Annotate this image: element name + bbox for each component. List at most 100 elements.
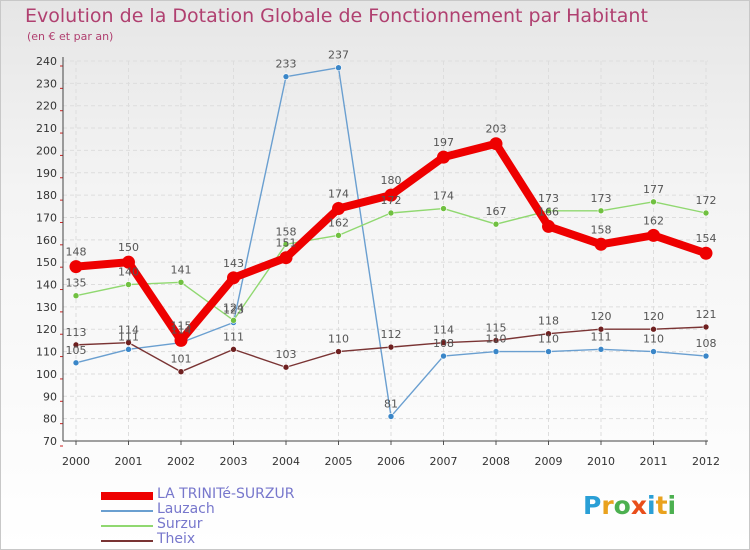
data-point <box>387 413 395 420</box>
data-point <box>650 325 657 333</box>
logo-letter: r <box>601 491 614 520</box>
y-tick-label: 170 <box>36 211 57 224</box>
data-label: 143 <box>223 257 244 270</box>
data-point <box>440 205 447 212</box>
data-label: 110 <box>643 333 664 346</box>
data-label: 158 <box>276 225 297 238</box>
data-label: 172 <box>381 194 402 207</box>
data-point <box>492 337 500 344</box>
data-point <box>227 271 240 285</box>
data-point <box>702 352 710 360</box>
data-label: 105 <box>66 344 87 357</box>
logo-letter: i <box>667 491 677 520</box>
data-label: 110 <box>486 333 507 346</box>
data-label: 115 <box>171 319 192 332</box>
data-label: 103 <box>276 348 297 361</box>
data-label: 111 <box>223 330 244 343</box>
data-point <box>69 260 83 274</box>
data-label: 167 <box>486 205 507 218</box>
data-point <box>650 348 657 355</box>
chart-title: Evolution de la Dotation Globale de Fonc… <box>25 5 648 27</box>
data-label: 114 <box>118 324 139 337</box>
data-label: 118 <box>538 315 559 328</box>
data-point <box>279 251 293 265</box>
data-point <box>384 188 398 202</box>
data-label: 111 <box>591 330 612 343</box>
legend-label: Lauzach <box>157 501 215 517</box>
data-label: 174 <box>433 190 454 203</box>
data-point <box>545 348 552 355</box>
data-point <box>650 198 657 206</box>
data-point <box>542 219 555 233</box>
data-label: 114 <box>171 324 192 337</box>
y-tick-label: 130 <box>36 301 57 314</box>
logo-letter: x <box>630 491 647 520</box>
data-label: 111 <box>118 330 139 343</box>
data-point <box>702 323 710 331</box>
chart-subtitle: (en € et par an) <box>27 30 114 43</box>
legend-label: LA TRINITé-SURZUR <box>157 486 295 502</box>
y-tick-label: 100 <box>36 368 57 381</box>
data-point <box>699 246 713 260</box>
legend-swatch <box>101 510 153 512</box>
data-label: 150 <box>118 241 139 254</box>
legend-swatch <box>101 525 153 527</box>
axes: 7080901001101201301401501601701801902002… <box>36 55 720 468</box>
y-tick-label: 70 <box>43 435 57 448</box>
data-label: 141 <box>171 263 192 276</box>
data-label: 112 <box>381 328 402 341</box>
data-label: 120 <box>591 310 612 323</box>
data-label: 158 <box>591 223 612 236</box>
data-label: 115 <box>486 321 507 334</box>
x-tick-label: 2007 <box>430 455 458 468</box>
data-point <box>387 209 395 217</box>
data-label: 124 <box>223 301 244 314</box>
data-point <box>125 339 132 346</box>
data-point <box>125 281 132 288</box>
x-tick-label: 2005 <box>325 455 353 468</box>
data-point <box>332 202 345 216</box>
data-label: 108 <box>696 337 717 350</box>
data-label: 123 <box>223 304 244 317</box>
data-point <box>122 255 135 269</box>
data-point <box>335 348 342 355</box>
data-label: 237 <box>328 49 349 62</box>
data-label: 177 <box>643 183 664 196</box>
data-label: 203 <box>486 123 507 136</box>
data-label: 172 <box>696 194 717 207</box>
data-label: 173 <box>538 192 559 205</box>
logo-letter: i <box>647 491 656 520</box>
y-tick-label: 180 <box>36 189 57 202</box>
data-point <box>597 207 605 215</box>
data-point <box>335 64 342 72</box>
data-label: 121 <box>696 308 717 321</box>
data-label: 173 <box>591 192 612 205</box>
x-tick-label: 2010 <box>587 455 615 468</box>
data-point <box>597 325 605 333</box>
logo-letter: P <box>583 491 602 520</box>
y-tick-label: 230 <box>36 77 57 90</box>
data-point <box>440 352 447 360</box>
y-tick-label: 210 <box>36 122 57 135</box>
y-tick-label: 220 <box>36 100 57 113</box>
data-point <box>594 237 608 251</box>
data-label: 135 <box>66 277 87 290</box>
y-tick-label: 110 <box>36 346 57 359</box>
x-tick-label: 2002 <box>167 455 195 468</box>
data-point <box>440 339 447 346</box>
data-point <box>125 346 132 353</box>
data-point <box>282 240 290 248</box>
data-label: 113 <box>66 326 87 339</box>
y-tick-label: 150 <box>36 256 57 269</box>
data-point <box>282 363 290 371</box>
data-point <box>72 341 80 349</box>
legend-swatch <box>101 492 153 500</box>
data-point <box>545 207 552 215</box>
data-point <box>177 368 185 376</box>
x-tick-label: 2011 <box>640 455 668 468</box>
legend-label: Surzur <box>157 516 203 532</box>
x-tick-label: 2001 <box>115 455 143 468</box>
